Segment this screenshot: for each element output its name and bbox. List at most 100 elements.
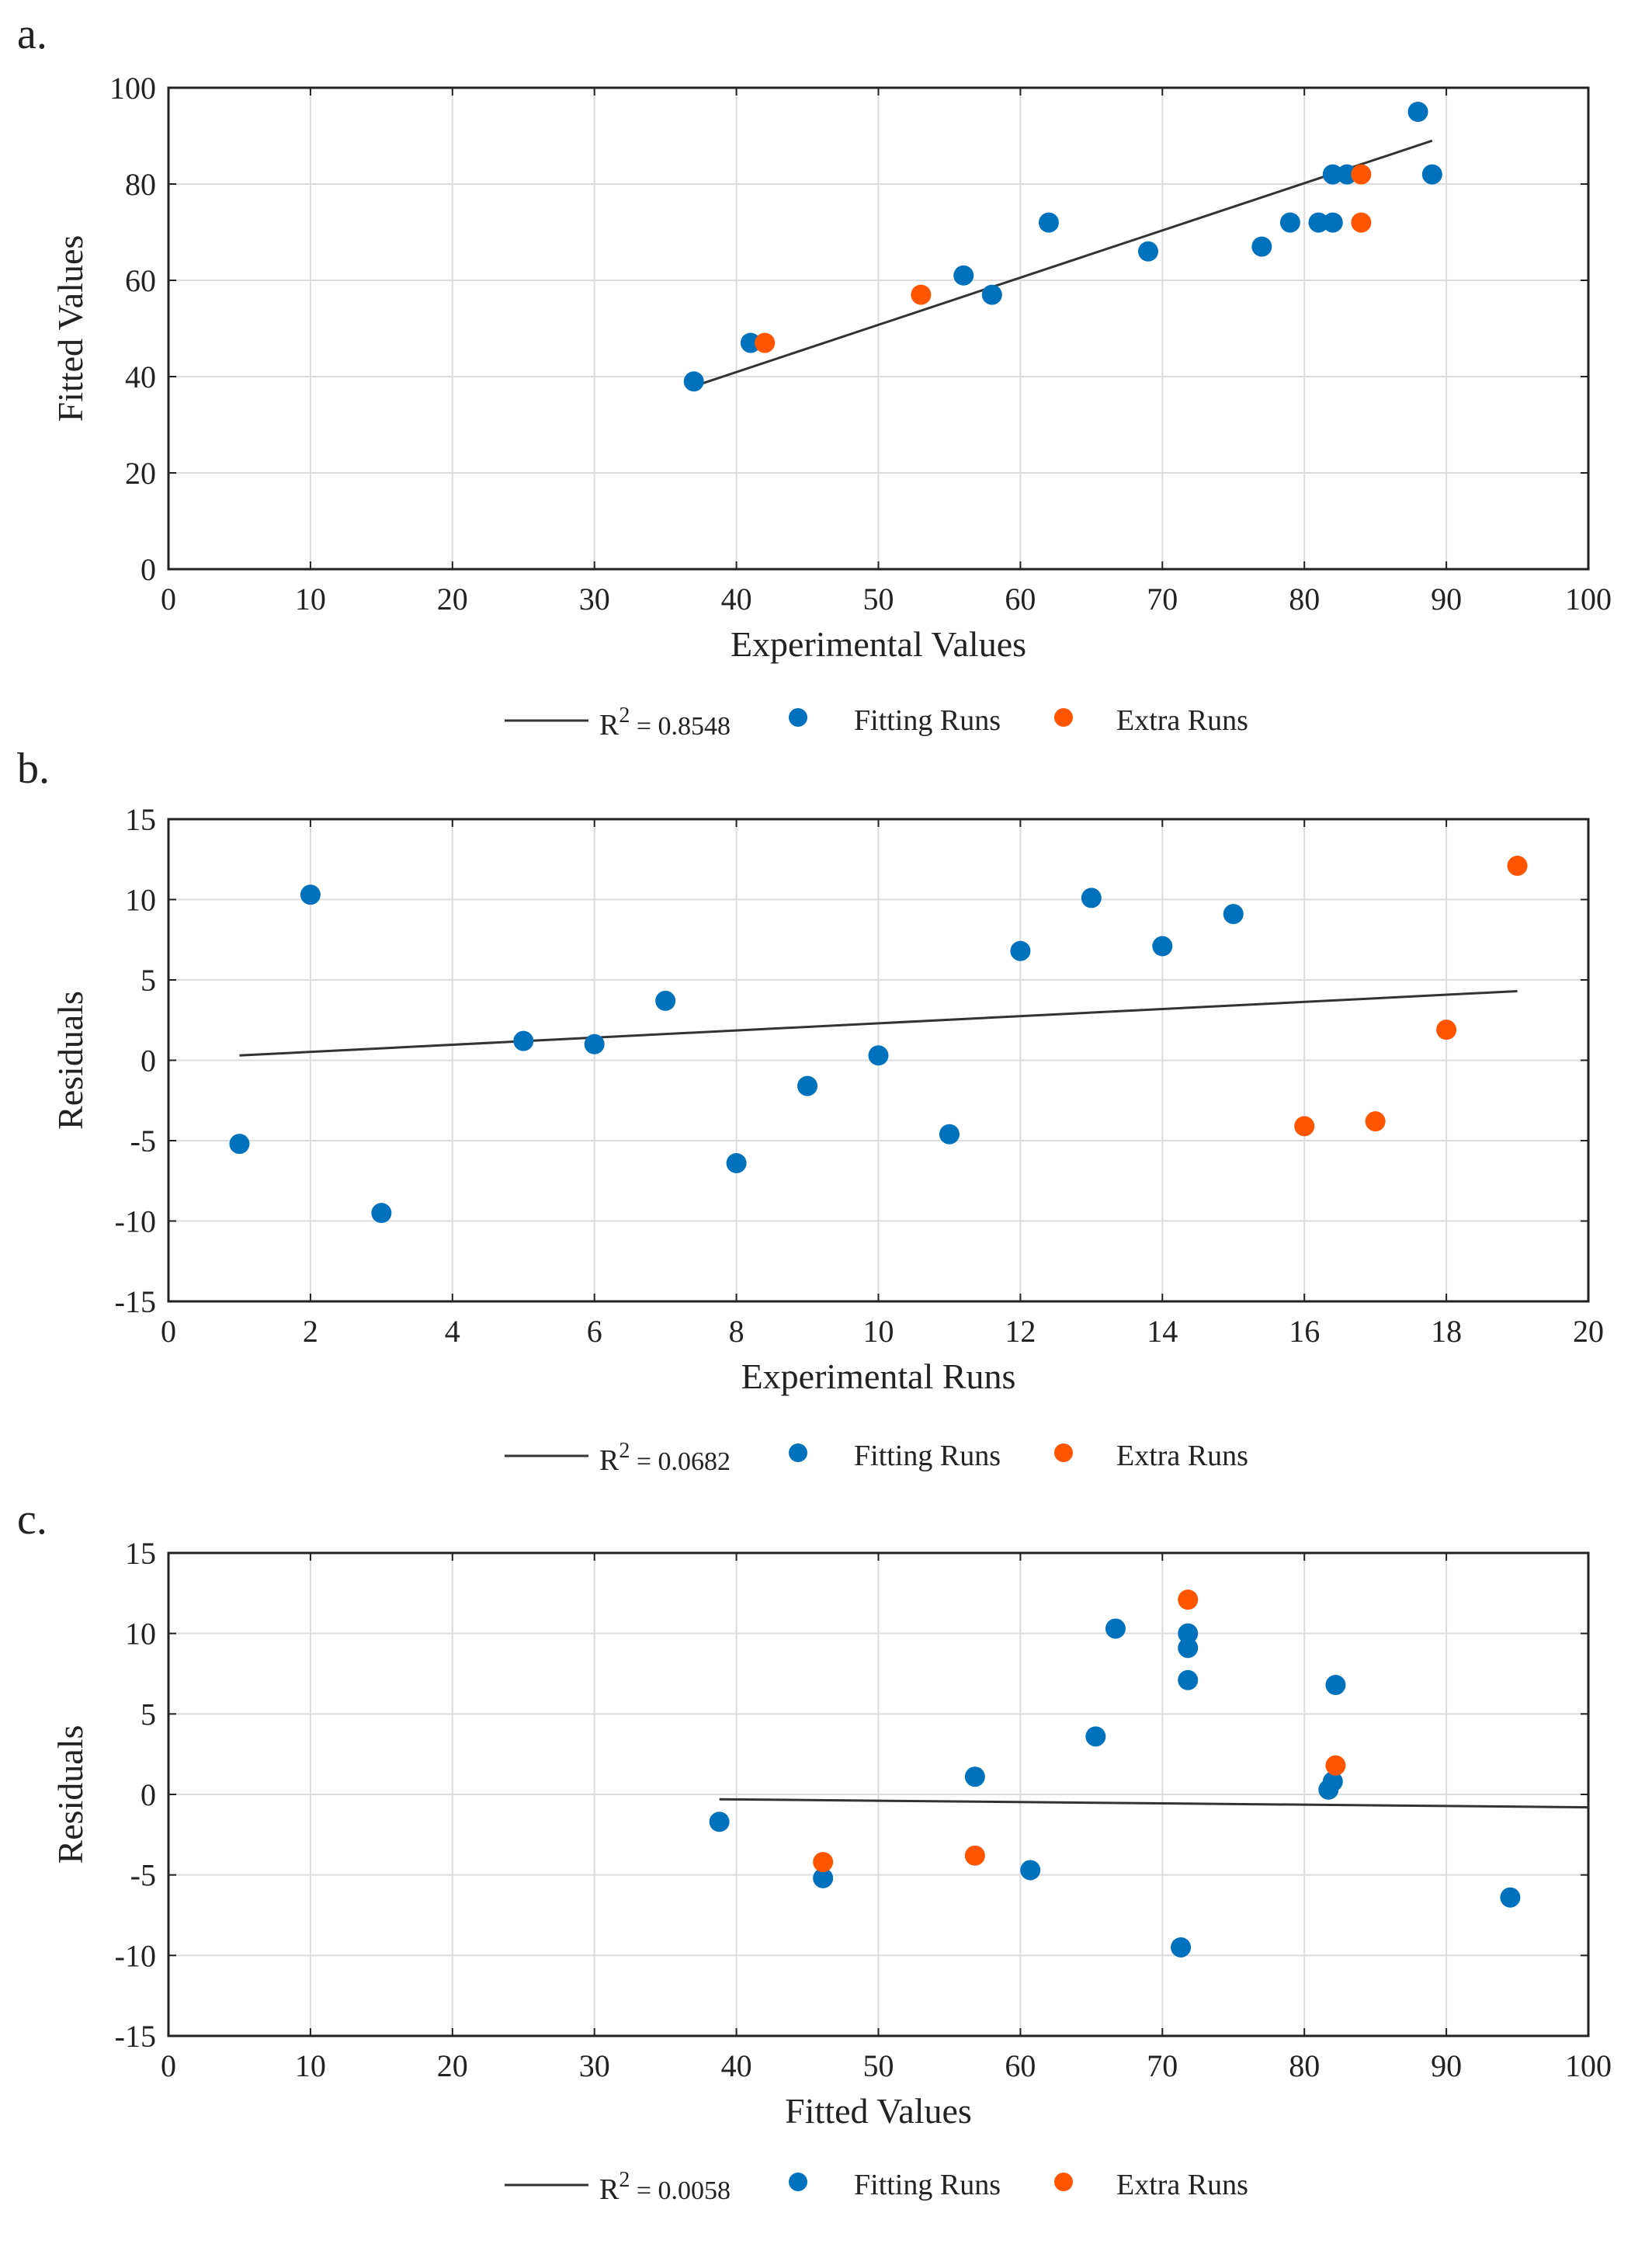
- x-tick-label: 10: [863, 1314, 894, 1349]
- y-tick-label: 5: [141, 963, 156, 998]
- y-axis-label: Residuals: [50, 1725, 90, 1864]
- data-point: [513, 1030, 534, 1051]
- y-tick-label: 0: [141, 552, 156, 587]
- data-point: [953, 265, 974, 286]
- panel-label: b.: [17, 745, 50, 793]
- plot-frame: [167, 818, 1590, 1303]
- data-point: [1351, 164, 1372, 185]
- y-tick-label: 5: [141, 1697, 156, 1732]
- x-tick-label: 40: [721, 582, 752, 617]
- y-tick-label: -15: [115, 2019, 156, 2054]
- data-point: [964, 1766, 985, 1787]
- y-tick-label: -5: [130, 1858, 156, 1893]
- fit-line: [719, 1798, 1589, 1809]
- x-tick-label: 20: [437, 582, 468, 617]
- plot-frame: [167, 86, 1590, 571]
- data-point: [584, 1033, 605, 1054]
- data-point: [740, 332, 761, 353]
- x-tick-label: 20: [1573, 1314, 1604, 1349]
- x-axis-label: Experimental Runs: [741, 1357, 1016, 1396]
- legend-fitting-runs-marker: [789, 1443, 807, 1462]
- y-tick-label: 100: [109, 71, 156, 106]
- x-tick-label: 50: [863, 582, 894, 617]
- y-axis-label: Residuals: [50, 991, 90, 1130]
- data-point: [1138, 241, 1159, 262]
- data-point: [939, 1124, 960, 1145]
- data-point: [1294, 1116, 1315, 1137]
- data-point: [1020, 1860, 1041, 1881]
- x-tick-label: 50: [863, 2048, 894, 2083]
- y-tick-label: 0: [141, 1044, 156, 1079]
- fit-line: [239, 989, 1518, 1057]
- x-tick-label: 6: [587, 1314, 602, 1349]
- x-tick-label: 0: [161, 2048, 176, 2083]
- x-tick-label: 80: [1289, 2048, 1320, 2083]
- data-point: [797, 1075, 818, 1096]
- x-tick-label: 20: [437, 2048, 468, 2083]
- data-point: [1178, 1669, 1199, 1690]
- data-point: [1251, 236, 1272, 257]
- data-point: [964, 1845, 985, 1866]
- data-point: [868, 1045, 889, 1066]
- data-point: [726, 1152, 747, 1173]
- y-tick-label: 20: [125, 456, 156, 491]
- x-tick-label: 70: [1147, 2048, 1178, 2083]
- legend-fitting-runs-marker: [789, 708, 807, 727]
- data-point: [371, 1203, 392, 1224]
- data-point: [1322, 1771, 1343, 1792]
- data-point: [1325, 1675, 1346, 1696]
- data-point: [1351, 212, 1372, 233]
- legend-extra-runs-marker: [1054, 1443, 1073, 1462]
- x-tick-label: 0: [161, 582, 176, 617]
- data-point: [813, 1867, 834, 1888]
- x-tick-label: 18: [1431, 1314, 1462, 1349]
- data-point: [1178, 1589, 1199, 1610]
- x-axis-label: Experimental Values: [731, 624, 1026, 664]
- gridlines: [168, 1553, 1588, 2036]
- y-tick-label: 10: [125, 1617, 156, 1652]
- series-extra-runs: [755, 164, 1372, 353]
- y-axis-label: Fitted Values: [50, 235, 90, 422]
- data-point: [1365, 1111, 1386, 1132]
- y-tick-label: -5: [130, 1124, 156, 1159]
- legend-fit-line-label: R2 = 0.8548: [599, 703, 731, 742]
- chart-panel-c: c. 0 10 20 30 40 50 60 70 80 90 100 -15 -10 -5 0 5 10 15 Fi…: [17, 1495, 1612, 2206]
- panel-label: a.: [17, 10, 47, 58]
- x-tick-label: 14: [1147, 1314, 1178, 1349]
- data-point: [709, 1812, 730, 1832]
- legend: R2 = 0.0058 Fitting Runs Extra Runs: [505, 2168, 1248, 2206]
- x-tick-label: 30: [579, 582, 610, 617]
- x-tick-label: 60: [1005, 582, 1036, 617]
- legend: R2 = 0.8548 Fitting Runs Extra Runs: [505, 703, 1248, 742]
- x-tick-label: 2: [303, 1314, 318, 1349]
- y-tick-label: 40: [125, 360, 156, 394]
- data-point: [813, 1852, 834, 1873]
- x-tick-label: 0: [161, 1314, 176, 1349]
- y-tick-label: 0: [141, 1777, 156, 1812]
- data-point: [1178, 1638, 1199, 1659]
- data-point: [1178, 1623, 1199, 1644]
- series-fitting-runs: [683, 102, 1442, 392]
- legend-extra-runs-marker: [1054, 2173, 1073, 2191]
- data-point: [1081, 888, 1102, 908]
- data-point: [1325, 1755, 1346, 1776]
- panel-label: c.: [17, 1495, 47, 1544]
- data-point: [1322, 212, 1343, 233]
- data-point: [1105, 1618, 1126, 1639]
- x-tick-label: 4: [445, 1314, 460, 1349]
- legend-fitting-runs-label: Fitting Runs: [854, 2169, 1001, 2201]
- x-tick-label: 70: [1147, 582, 1178, 617]
- x-tick-label: 80: [1289, 582, 1320, 617]
- data-point: [1322, 164, 1343, 185]
- data-point: [1010, 940, 1031, 961]
- data-point: [1421, 164, 1442, 185]
- y-tick-label: 60: [125, 263, 156, 298]
- x-tick-label: 10: [295, 2048, 326, 2083]
- data-point: [655, 990, 676, 1011]
- legend-fit-line-label: R2 = 0.0058: [599, 2168, 731, 2206]
- x-tick-label: 40: [721, 2048, 752, 2083]
- data-point: [1507, 856, 1528, 877]
- x-tick-label: 90: [1431, 582, 1462, 617]
- fit-line: [693, 139, 1433, 387]
